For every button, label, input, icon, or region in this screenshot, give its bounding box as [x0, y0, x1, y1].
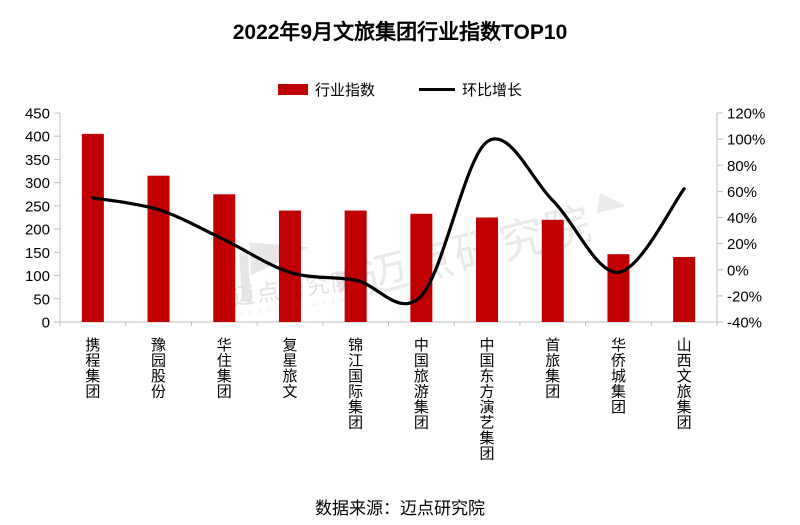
category-label-中国东方演艺集团: 中国东方演艺集团 [480, 337, 495, 463]
legend-bar-label: 行业指数 [314, 82, 375, 99]
right-axis-tick-label: 0% [727, 262, 749, 279]
right-axis-tick-label: 120% [727, 106, 765, 123]
right-axis-tick-label: -20% [727, 288, 762, 305]
bar-华侨城集团 [607, 254, 630, 322]
category-label-携程集团: 携程集团 [85, 337, 100, 401]
category-label-华住集团: 华住集团 [217, 337, 232, 401]
data-source: 数据来源：迈点研究院 [315, 499, 485, 518]
category-label-豫园股份: 豫园股份 [151, 337, 166, 401]
left-axis-tick-label: 350 [25, 152, 50, 169]
left-axis-tick-label: 50 [33, 291, 50, 308]
right-axis-tick-label: 40% [727, 210, 757, 227]
watermark-logo-pole [238, 250, 252, 303]
left-axis-tick-label: 300 [25, 175, 50, 192]
left-axis-tick-label: 0 [42, 315, 50, 332]
legend-item-bar-series: 行业指数 [277, 79, 375, 100]
bar-山西文旅集团 [673, 256, 696, 322]
legend-line-label: 环比增长 [462, 82, 523, 99]
bar-豫园股份 [147, 175, 170, 322]
left-axis-tick-label: 150 [25, 245, 50, 262]
line-series-swatch [419, 88, 455, 91]
bar-首旅集团 [541, 219, 564, 322]
bar-复星旅文 [278, 210, 301, 322]
line-series-path [91, 137, 686, 306]
legend-item-line-series: 环比增长 [419, 79, 522, 100]
legend: 行业指数 环比增长 [0, 79, 800, 100]
right-axis-tick-label: 20% [727, 236, 757, 253]
category-label-复星旅文: 复星旅文 [282, 336, 297, 401]
left-axis-tick-label: 450 [25, 106, 50, 123]
category-label-中国旅游集团: 中国旅游集团 [414, 337, 429, 432]
category-label-锦江国际集团: 锦江国际集团 [348, 337, 363, 432]
chart-title: 2022年9月文旅集团行业指数TOP10 [232, 21, 568, 44]
left-axis-tick-label: 200 [25, 222, 50, 239]
bar-华住集团 [213, 194, 236, 322]
left-axis-tick-label: 100 [25, 268, 50, 285]
right-axis-tick-label: 60% [727, 184, 757, 201]
category-label-山西文旅集团: 山西文旅集团 [677, 337, 692, 432]
right-axis-tick-label: -40% [727, 315, 762, 332]
bar-series-swatch [277, 84, 308, 95]
category-label-华侨城集团: 华侨城集团 [611, 337, 626, 416]
bar-锦江国际集团 [344, 210, 367, 322]
category-label-首旅集团: 首旅集团 [545, 337, 560, 401]
bar-中国东方演艺集团 [476, 217, 499, 322]
left-axis-tick-label: 400 [25, 129, 50, 146]
bar-携程集团 [81, 133, 104, 322]
left-axis-tick-label: 250 [25, 198, 50, 215]
watermark-logo-flag-3 [597, 193, 626, 213]
right-axis-tick-label: 100% [727, 132, 765, 149]
bar-中国旅游集团 [410, 213, 433, 322]
right-axis-tick-label: 80% [727, 158, 757, 175]
